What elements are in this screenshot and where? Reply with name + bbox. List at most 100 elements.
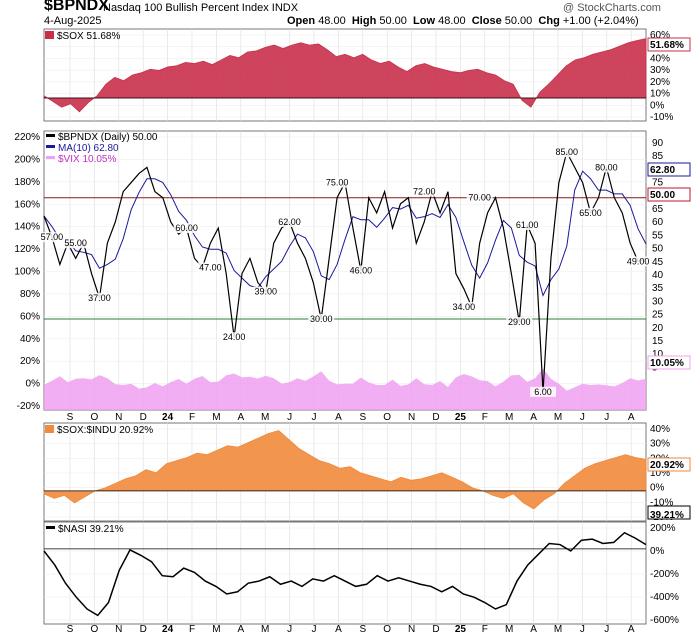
legend-swatch-0 [46,134,55,137]
sox-area [43,38,647,113]
annotation-label: 57.00 [41,232,64,242]
annotation-bg [252,286,279,297]
annotation-bg [173,223,200,234]
x-tick-label: J [287,624,292,635]
annotation-bg [411,186,438,197]
x-tick-label: O [383,412,391,423]
annotation-bg [276,216,303,227]
right-value-label-0: 62.80 [650,165,675,176]
annotation-bg [221,332,248,343]
annotation-label: 37.00 [88,293,111,303]
x-tick-label: J [604,624,609,635]
x-tick-label: J [580,624,585,635]
y-tick-label: 55 [652,230,664,241]
close-value: 50.00 [504,15,533,27]
right-value-label-2: 10.05% [650,358,684,369]
x-tick-label: A [628,412,635,423]
annotation-bg [38,232,65,243]
annotation-label: 24.00 [223,332,246,342]
bpndx-line [43,150,647,392]
x-tick-label: N [115,624,122,635]
y-tick-label: 40% [20,334,40,345]
y-tick-label: 85 [652,151,664,162]
annotation-bg [577,207,604,218]
annotation-label: 85.00 [556,147,579,157]
nasi-legend: $NASI 39.21% [58,524,124,535]
annotation-label: 72.00 [413,187,436,197]
x-tick-label: M [554,624,562,635]
chg-value: +1.00 (+2.04%) [562,15,639,27]
y-tick-label: 45 [652,257,664,268]
y-tick-label: 40 [652,270,664,281]
sox-indu-area [43,430,647,510]
y-tick-label: 220% [14,132,40,143]
y-tick-label: 30 [652,296,664,307]
x-tick-label: M [554,412,562,423]
y-tick-label: 60 [652,217,664,228]
x-tick-label: 24 [162,412,174,423]
x-tick-label: N [408,412,415,423]
y-tick-label: 20% [650,77,670,88]
ohlc-readout: Open 48.00 High 50.00 Low 48.00 Close 50… [287,15,639,27]
y-tick-label: 120% [14,244,40,255]
y-tick-label: 180% [14,177,40,188]
y-tick-label: 75 [652,178,664,189]
y-tick-label: -400% [650,592,679,603]
annotation-label: 55.00 [64,238,87,248]
ratio-last-label: 20.92% [650,460,684,471]
ratio-legend-swatch [45,425,54,433]
ratio-legend: $SOX:$INDU 20.92% [57,425,153,436]
x-tick-label: M [212,412,220,423]
x-tick-label: O [383,624,391,635]
annotation-label: 62.00 [278,217,301,227]
y-tick-label: 40% [650,424,670,435]
right-value-label-1: 50.00 [650,190,675,201]
annotation-label: 46.00 [350,266,373,276]
annotation-label: 34.00 [453,302,476,312]
y-tick-label: 140% [14,222,40,233]
sox-legend-swatch [45,31,54,39]
x-tick-label: D [432,412,439,423]
annotation-label: 29.00 [508,317,531,327]
chg-label: Chg [538,15,560,27]
y-tick-label: 0% [650,100,665,111]
chart-title: Nasdaq 100 Bullish Percent Index INDX [103,2,299,14]
nasi-last-box [647,505,691,520]
y-tick-label: 65 [652,204,664,215]
x-tick-label: N [115,412,122,423]
x-tick-label: M [505,412,513,423]
x-tick-label: S [67,412,74,423]
annotation-bg [62,238,89,249]
x-tick-label: J [312,624,317,635]
y-tick-label: -20% [17,401,40,412]
nasi-last-label: 39.21% [650,510,684,521]
y-tick-label: -10% [650,112,673,123]
x-tick-label: S [67,624,74,635]
sox-last-label: 51.68% [650,40,684,51]
x-tick-label: O [91,624,99,635]
chart-header: $BPNDX Nasdaq 100 Bullish Percent Index … [0,0,700,30]
legend-entry-2: $VIX 10.05% [58,154,116,165]
annotation-bg [593,162,620,173]
legend-entry-1: MA(10) 62.80 [58,143,119,154]
x-tick-label: J [580,412,585,423]
x-tick-label: A [335,624,342,635]
annotation-bg [466,192,493,203]
annotation-label: 65.00 [579,208,602,218]
x-tick-label: A [237,412,244,423]
open-value: 48.00 [318,15,346,27]
x-tick-label: A [530,624,537,635]
panel-frame-3 [43,521,647,625]
x-tick-label: F [189,412,195,423]
x-tick-label: M [505,624,513,635]
symbol-label: $BPNDX [44,0,109,14]
annotation-bg [553,147,580,158]
annotation-label: 30.00 [310,314,333,324]
annotation-bg [324,177,351,188]
watermark: @ StockCharts.com [563,2,661,14]
x-tick-label: N [408,624,415,635]
y-tick-label: 20% [20,356,40,367]
annotation-label: 80.00 [595,162,618,172]
y-tick-label: 10 [652,349,664,360]
